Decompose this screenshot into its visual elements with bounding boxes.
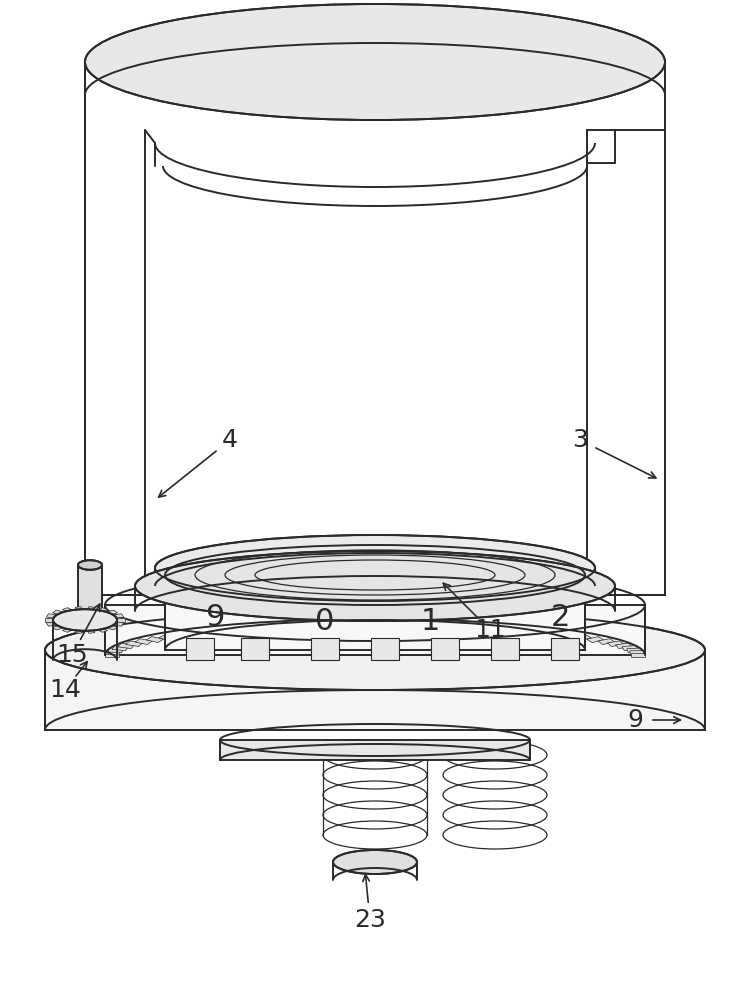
Polygon shape bbox=[433, 625, 446, 630]
Polygon shape bbox=[627, 648, 642, 653]
Polygon shape bbox=[105, 605, 645, 655]
Polygon shape bbox=[105, 653, 119, 657]
Polygon shape bbox=[622, 646, 638, 651]
Text: 3: 3 bbox=[572, 428, 588, 452]
Polygon shape bbox=[188, 631, 205, 637]
Polygon shape bbox=[45, 618, 53, 622]
Polygon shape bbox=[87, 607, 95, 610]
Polygon shape bbox=[114, 614, 124, 618]
Polygon shape bbox=[47, 622, 56, 626]
Polygon shape bbox=[53, 610, 62, 614]
Polygon shape bbox=[112, 646, 128, 651]
Text: 4: 4 bbox=[222, 428, 238, 452]
Polygon shape bbox=[205, 630, 222, 636]
Polygon shape bbox=[560, 633, 577, 639]
Ellipse shape bbox=[45, 610, 705, 690]
Polygon shape bbox=[304, 625, 317, 630]
Polygon shape bbox=[173, 633, 190, 639]
Polygon shape bbox=[391, 624, 402, 629]
FancyBboxPatch shape bbox=[431, 638, 459, 660]
Text: 2: 2 bbox=[551, 603, 570, 633]
Polygon shape bbox=[528, 630, 545, 636]
Polygon shape bbox=[616, 643, 632, 649]
Polygon shape bbox=[223, 628, 239, 634]
Polygon shape bbox=[511, 628, 527, 634]
Polygon shape bbox=[608, 641, 624, 646]
Polygon shape bbox=[99, 628, 107, 632]
Polygon shape bbox=[493, 627, 508, 633]
Polygon shape bbox=[348, 624, 359, 629]
Text: 9: 9 bbox=[627, 708, 643, 732]
Polygon shape bbox=[159, 635, 176, 641]
Polygon shape bbox=[114, 622, 124, 626]
Polygon shape bbox=[126, 641, 142, 646]
Polygon shape bbox=[473, 626, 488, 632]
Polygon shape bbox=[587, 637, 604, 643]
Polygon shape bbox=[47, 614, 56, 618]
Polygon shape bbox=[262, 626, 276, 632]
Polygon shape bbox=[631, 653, 645, 657]
Polygon shape bbox=[545, 631, 562, 637]
Polygon shape bbox=[62, 628, 72, 632]
Polygon shape bbox=[108, 648, 123, 653]
Ellipse shape bbox=[53, 609, 117, 631]
Text: 11: 11 bbox=[474, 618, 506, 642]
Polygon shape bbox=[370, 624, 380, 629]
Polygon shape bbox=[107, 610, 118, 614]
Ellipse shape bbox=[85, 4, 665, 120]
Polygon shape bbox=[242, 627, 258, 633]
Polygon shape bbox=[87, 630, 95, 633]
Polygon shape bbox=[62, 608, 72, 612]
Polygon shape bbox=[53, 626, 62, 630]
Text: 15: 15 bbox=[56, 643, 88, 667]
FancyBboxPatch shape bbox=[491, 638, 519, 660]
FancyBboxPatch shape bbox=[241, 638, 269, 660]
Ellipse shape bbox=[333, 850, 417, 874]
Polygon shape bbox=[75, 607, 82, 610]
FancyBboxPatch shape bbox=[311, 638, 339, 660]
Polygon shape bbox=[574, 635, 591, 641]
FancyBboxPatch shape bbox=[551, 638, 579, 660]
Polygon shape bbox=[598, 639, 615, 644]
Polygon shape bbox=[85, 62, 665, 595]
Polygon shape bbox=[99, 608, 107, 612]
Polygon shape bbox=[146, 637, 164, 643]
Ellipse shape bbox=[78, 560, 102, 570]
Polygon shape bbox=[75, 630, 82, 633]
Text: 1: 1 bbox=[420, 607, 439, 637]
Text: 23: 23 bbox=[354, 908, 386, 932]
Ellipse shape bbox=[155, 535, 595, 601]
Polygon shape bbox=[165, 575, 585, 650]
Polygon shape bbox=[325, 624, 338, 630]
Polygon shape bbox=[78, 565, 102, 615]
Text: 0: 0 bbox=[316, 607, 335, 637]
Polygon shape bbox=[118, 643, 135, 649]
Polygon shape bbox=[135, 639, 152, 644]
FancyBboxPatch shape bbox=[186, 638, 214, 660]
Polygon shape bbox=[282, 625, 296, 631]
Ellipse shape bbox=[165, 545, 585, 605]
Polygon shape bbox=[45, 650, 705, 730]
Text: 9: 9 bbox=[205, 603, 225, 633]
Polygon shape bbox=[107, 626, 118, 630]
Polygon shape bbox=[453, 625, 468, 631]
Polygon shape bbox=[630, 650, 645, 655]
Polygon shape bbox=[412, 624, 425, 630]
Text: 14: 14 bbox=[49, 678, 81, 702]
Polygon shape bbox=[117, 618, 125, 622]
FancyBboxPatch shape bbox=[371, 638, 399, 660]
Polygon shape bbox=[105, 650, 120, 655]
Polygon shape bbox=[220, 740, 530, 760]
Ellipse shape bbox=[135, 551, 615, 621]
